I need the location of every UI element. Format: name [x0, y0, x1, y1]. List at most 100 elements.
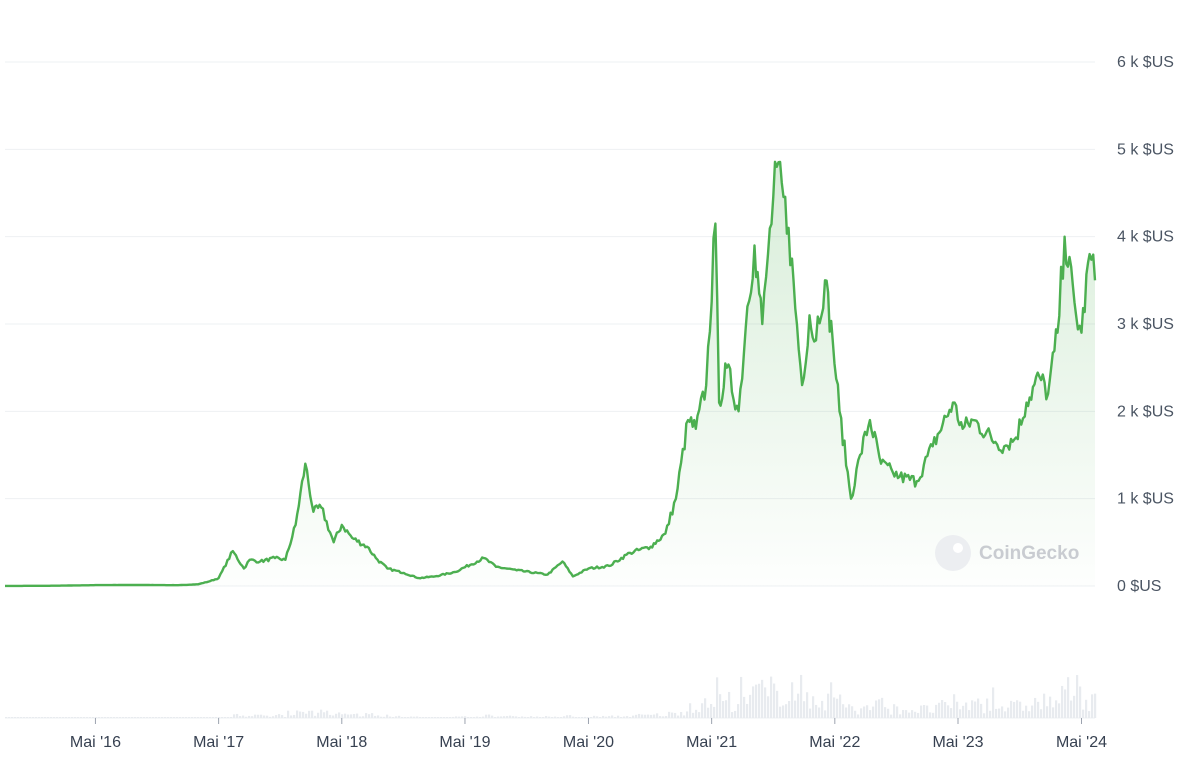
volume-bar [212, 717, 215, 718]
volume-bar [56, 717, 59, 718]
volume-bar [632, 715, 635, 718]
volume-bar [536, 716, 539, 718]
volume-bar [935, 704, 938, 718]
volume-bar [1013, 701, 1016, 718]
volume-bar [1073, 695, 1076, 718]
volume-bar [896, 706, 899, 718]
volume-bar [608, 716, 611, 718]
x-axis: Mai '16 Mai '17 Mai '18 Mai '19 Mai '20 Mai '… [70, 718, 1107, 751]
volume-bar [947, 705, 950, 718]
watermark-text: CoinGecko [979, 543, 1079, 564]
volume-bar [515, 716, 518, 718]
volume-bar [371, 713, 374, 718]
volume-bar [992, 687, 995, 718]
volume-bar [443, 717, 446, 718]
volume-bar [251, 716, 254, 718]
y-tick-label: 3 k $US [1117, 316, 1174, 333]
volume-bar [1052, 707, 1055, 718]
volume-bar [71, 717, 74, 718]
volume-bar [35, 717, 38, 718]
volume-bar [488, 714, 491, 718]
volume-bar [848, 704, 851, 718]
volume-bar [122, 717, 125, 718]
volume-bar [1085, 699, 1088, 718]
volume-bar [680, 711, 683, 718]
x-tick-label: Mai '20 [563, 734, 614, 751]
volume-bar [287, 710, 290, 718]
volume-bar [533, 717, 536, 718]
volume-bar [338, 712, 341, 718]
volume-bar [377, 715, 380, 718]
volume-bar [596, 716, 599, 718]
volume-bar [209, 717, 212, 718]
volume-bar [503, 716, 506, 718]
volume-bar [635, 714, 638, 718]
volume-bar [530, 716, 533, 718]
x-tick-label: Mai '16 [70, 734, 121, 751]
volume-bar [1058, 703, 1061, 718]
volume-bar [950, 708, 953, 718]
volume-bar [98, 717, 101, 718]
volume-bar [548, 716, 551, 718]
volume-bar [818, 707, 821, 718]
volume-bar [650, 714, 653, 718]
volume-bar [887, 708, 890, 718]
volume-bar [1016, 700, 1019, 718]
volume-bar [407, 717, 410, 718]
volume-bar [437, 717, 440, 718]
volume-bar [791, 682, 794, 718]
volume-bar [8, 717, 11, 718]
volume-bar [92, 717, 95, 718]
volume-bar [461, 716, 464, 718]
volume-bar [224, 717, 227, 718]
volume-bar [986, 698, 989, 718]
volume-bar [779, 706, 782, 718]
volume-bar [155, 717, 158, 718]
volume-bar [563, 716, 566, 718]
volume-bar [80, 717, 83, 718]
volume-bar [707, 707, 710, 718]
volume-bar [695, 709, 698, 718]
volume-bar [668, 711, 671, 718]
volume-bar [266, 715, 269, 718]
volume-bar [728, 691, 731, 718]
volume-bar [590, 717, 593, 718]
volume-bar [656, 713, 659, 718]
volume-bar [458, 716, 461, 718]
price-line [5, 160, 1097, 588]
volume-bar [671, 712, 674, 718]
volume-bar [926, 705, 929, 718]
volume-bar [902, 710, 905, 718]
volume-bar [1010, 700, 1013, 718]
volume-bar [716, 677, 719, 718]
volume-bar [971, 700, 974, 718]
volume-bar [527, 717, 530, 718]
volume-bar [269, 716, 272, 718]
volume-bar [320, 709, 323, 718]
volume-bar [911, 710, 914, 718]
volume-bar [242, 715, 245, 718]
y-tick-label: 6 k $US [1117, 54, 1174, 71]
volume-bar [692, 712, 695, 718]
volume-bar [689, 703, 692, 718]
volume-bar [1079, 686, 1082, 718]
x-tick-label: Mai '22 [809, 734, 860, 751]
volume-bar [938, 702, 941, 718]
volume-bar [59, 717, 62, 718]
volume-bar [998, 708, 1001, 718]
volume-bar [944, 702, 947, 718]
volume-bar [746, 703, 749, 718]
volume-bar [95, 717, 98, 718]
volume-bar [995, 708, 998, 718]
volume-bar [491, 715, 494, 718]
volume-bar [293, 714, 296, 718]
volume-bar [869, 710, 872, 718]
volume-bar [1037, 701, 1040, 718]
volume-bar [428, 717, 431, 718]
volume-bar [77, 717, 80, 718]
y-tick-label: 2 k $US [1117, 403, 1174, 420]
grid-lines [5, 61, 1095, 719]
volume-bar [44, 717, 47, 718]
volume-bar [167, 717, 170, 718]
volume-bar [47, 717, 50, 718]
